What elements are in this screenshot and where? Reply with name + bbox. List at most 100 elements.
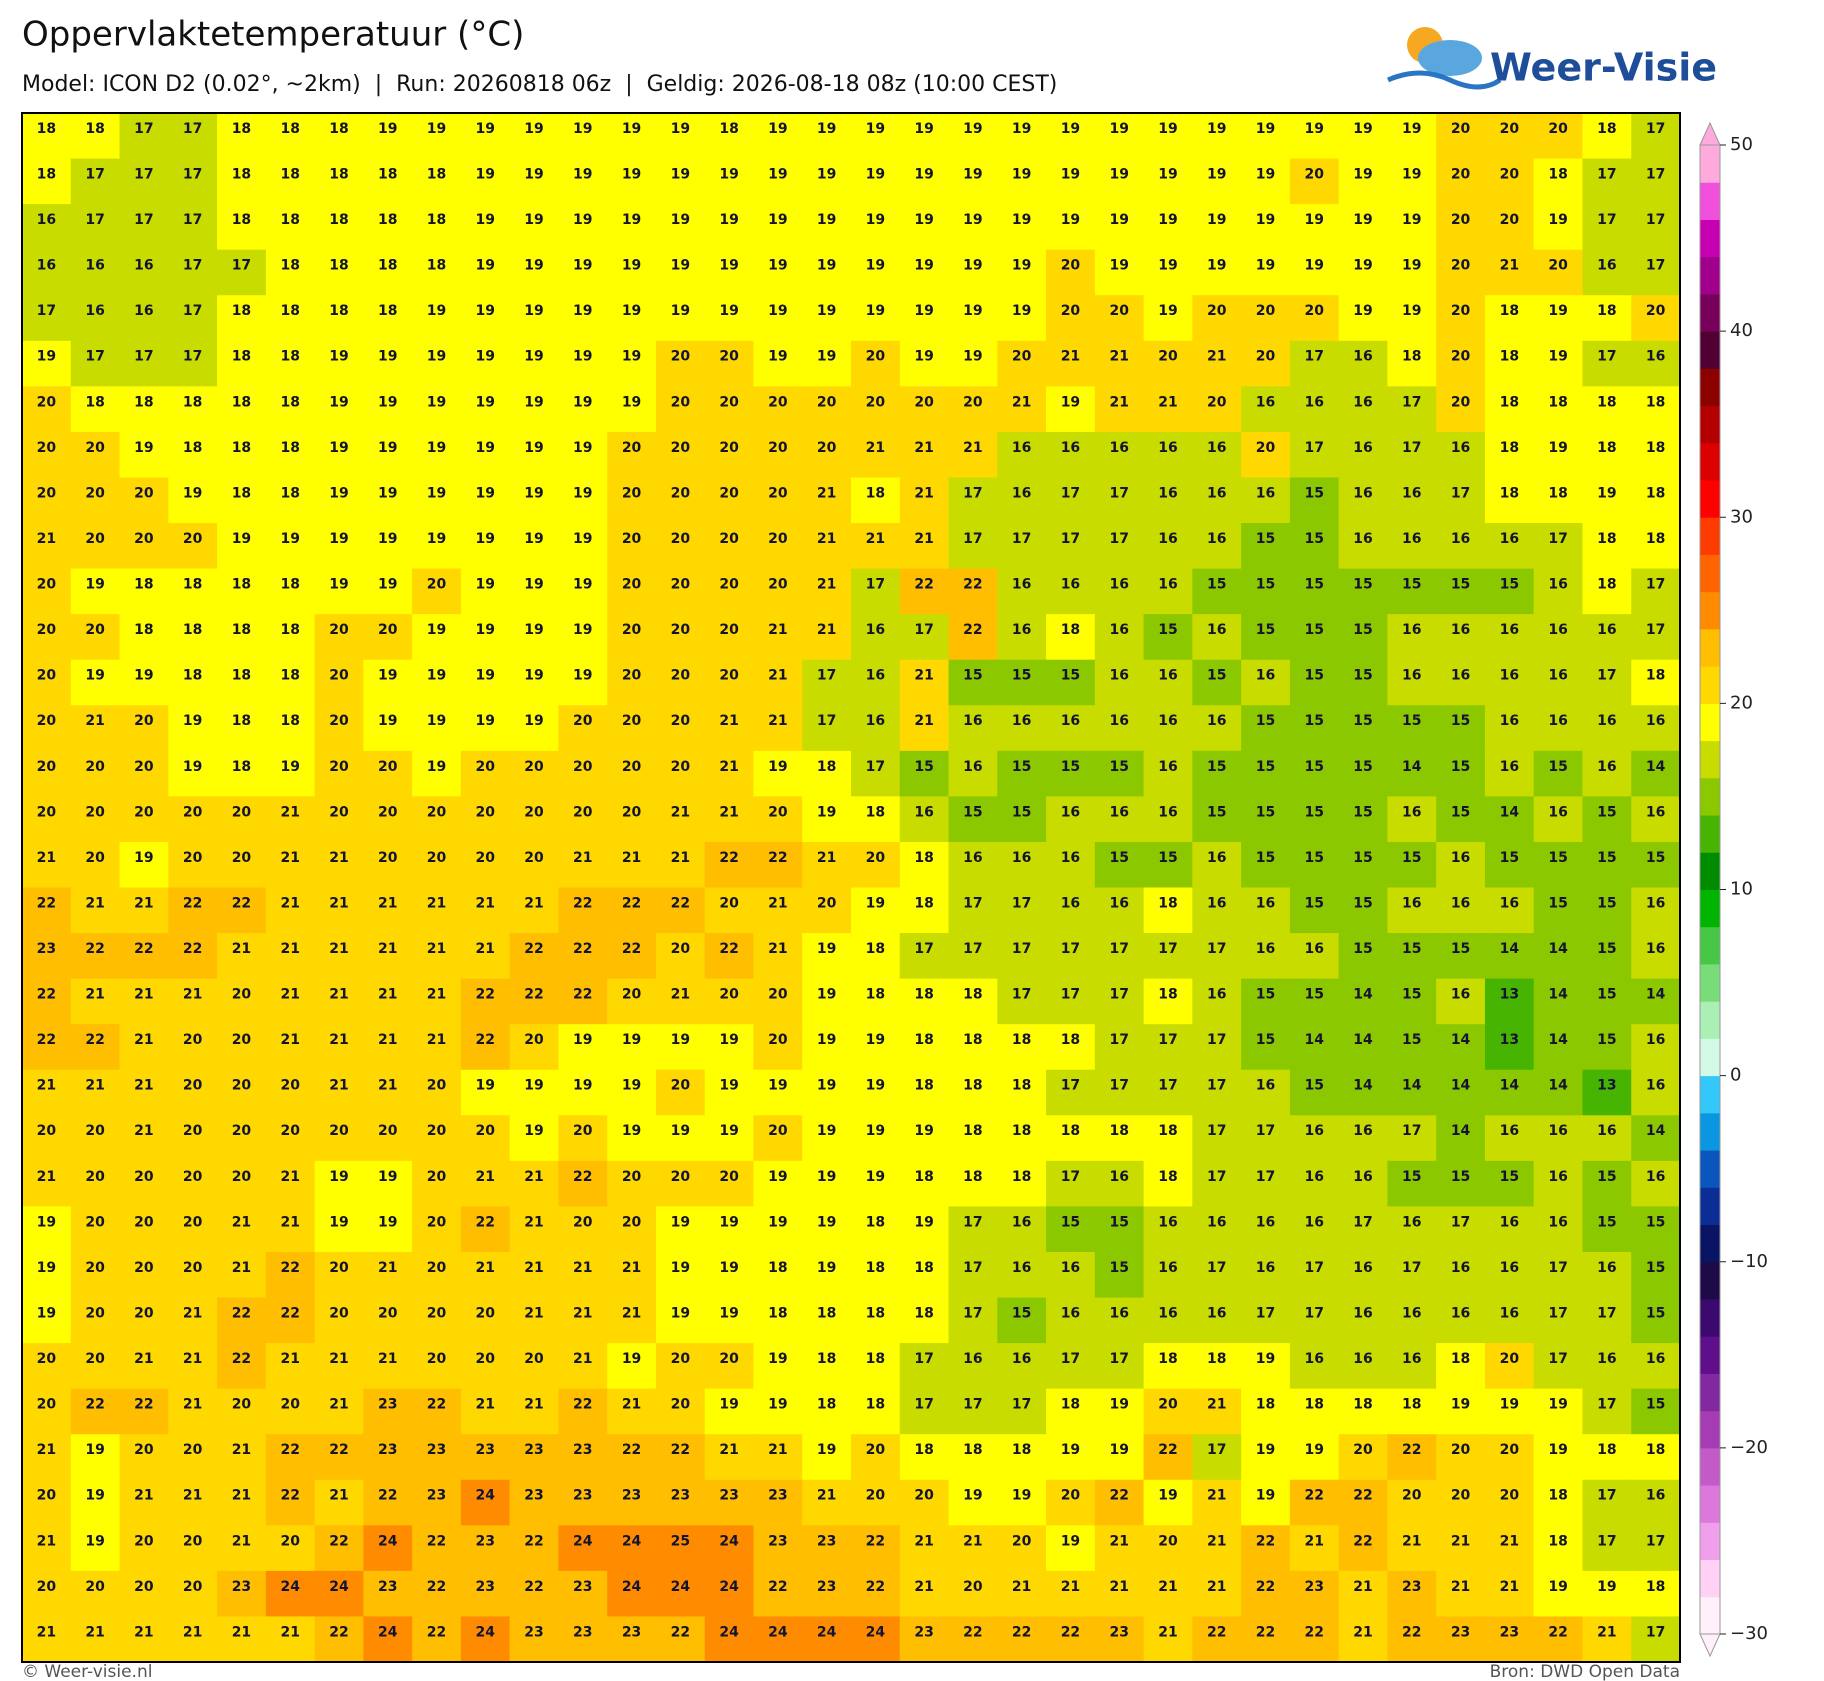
temperature-label: 19 — [37, 1260, 56, 1276]
temperature-label: 21 — [817, 577, 836, 593]
temperature-cell — [1631, 340, 1681, 387]
temperature-cell — [22, 204, 72, 251]
temperature-label: 19 — [524, 577, 543, 593]
temperature-cell — [460, 1297, 511, 1344]
temperature-cell — [948, 1388, 998, 1435]
temperature-cell — [802, 978, 852, 1025]
temperature-cell — [1582, 568, 1632, 615]
temperature-cell — [1289, 386, 1340, 433]
temperature-label: 18 — [427, 258, 446, 274]
temperature-label: 16 — [1207, 485, 1226, 501]
temperature-cell — [22, 1024, 72, 1071]
temperature-cell — [363, 705, 413, 752]
temperature-label: 23 — [573, 1442, 592, 1458]
temperature-cell — [1046, 568, 1096, 615]
temperature-label: 17 — [1402, 1123, 1421, 1139]
temperature-cell — [119, 1388, 169, 1435]
temperature-label: 22 — [914, 577, 933, 593]
temperature-label: 18 — [963, 987, 982, 1003]
temperature-label: 21 — [1451, 1533, 1470, 1549]
temperature-label: 18 — [1012, 1442, 1031, 1458]
temperature-label: 18 — [280, 713, 299, 729]
temperature-cell — [460, 204, 511, 251]
temperature-label: 15 — [1158, 850, 1177, 866]
temperature-label: 15 — [1353, 622, 1372, 638]
temperature-label: 17 — [1158, 1032, 1177, 1048]
temperature-cell — [899, 1388, 950, 1435]
temperature-cell — [1241, 204, 1291, 251]
temperature-cell — [1289, 1251, 1340, 1299]
temperature-cell — [1631, 1024, 1681, 1071]
temperature-cell — [1533, 750, 1583, 797]
temperature-cell — [70, 1069, 121, 1116]
temperature-cell — [265, 249, 316, 296]
temperature-cell — [997, 887, 1047, 934]
temperature-cell — [460, 1251, 511, 1299]
temperature-cell — [412, 1251, 462, 1299]
temperature-cell — [265, 477, 316, 524]
temperature-cell — [802, 841, 852, 888]
temperature-cell — [704, 750, 754, 797]
temperature-cell — [363, 1024, 413, 1071]
temperature-label: 16 — [1548, 1123, 1567, 1139]
temperature-cell — [1533, 1115, 1583, 1162]
temperature-label: 21 — [134, 1624, 153, 1640]
temperature-cell — [168, 1570, 218, 1617]
temperature-label: 20 — [573, 1214, 593, 1230]
temperature-label: 22 — [37, 987, 56, 1003]
temperature-cell — [948, 386, 998, 433]
temperature-cell — [1436, 340, 1486, 387]
temperature-cell — [1143, 705, 1193, 752]
temperature-cell — [265, 1297, 316, 1344]
temperature-label: 15 — [1353, 577, 1372, 593]
temperature-cell — [217, 1616, 267, 1663]
temperature-label: 21 — [427, 941, 446, 957]
temperature-cell — [1046, 750, 1096, 797]
temperature-cell — [948, 1069, 998, 1116]
temperature-label: 23 — [768, 1533, 787, 1549]
temperature-label: 21 — [85, 1624, 104, 1640]
temperature-cell — [412, 568, 462, 615]
temperature-cell — [899, 1160, 950, 1207]
temperature-label: 18 — [1597, 303, 1616, 319]
temperature-cell — [314, 1525, 364, 1572]
temperature-cell — [948, 750, 998, 797]
temperature-label: 20 — [671, 713, 691, 729]
temperature-label: 17 — [1061, 987, 1080, 1003]
temperature-label: 21 — [719, 713, 738, 729]
temperature-cell — [412, 431, 462, 478]
temperature-cell — [753, 249, 803, 296]
temperature-cell — [509, 841, 559, 888]
temperature-label: 16 — [1109, 440, 1128, 456]
temperature-label: 19 — [1548, 440, 1567, 456]
temperature-label: 17 — [1597, 668, 1616, 684]
temperature-cell — [655, 614, 706, 661]
temperature-cell — [1387, 705, 1437, 752]
temperature-cell — [1631, 1251, 1681, 1299]
temperature-cell — [997, 1024, 1047, 1071]
temperature-label: 24 — [573, 1533, 593, 1549]
temperature-label: 17 — [963, 1397, 982, 1413]
temperature-cell — [655, 796, 706, 843]
temperature-cell — [1387, 158, 1437, 205]
temperature-label: 16 — [1500, 531, 1519, 547]
temperature-label: 20 — [427, 804, 447, 820]
temperature-cell — [1241, 1206, 1291, 1253]
temperature-cell — [1192, 295, 1242, 342]
temperature-cell — [168, 1160, 218, 1207]
temperature-label: 20 — [719, 440, 739, 456]
temperature-cell — [1241, 477, 1291, 524]
temperature-label: 19 — [914, 1214, 933, 1230]
colorbar-segment — [1700, 1298, 1720, 1337]
temperature-label: 22 — [573, 895, 592, 911]
temperature-label: 21 — [134, 987, 153, 1003]
temperature-cell — [655, 477, 706, 524]
temperature-label: 19 — [1548, 1579, 1567, 1595]
temperature-label: 20 — [280, 1123, 300, 1139]
temperature-cell — [851, 158, 901, 205]
temperature-label: 19 — [573, 531, 592, 547]
temperature-cell — [509, 249, 559, 296]
temperature-cell — [1484, 1616, 1535, 1663]
temperature-cell — [1533, 1206, 1583, 1253]
temperature-label: 19 — [378, 394, 397, 410]
